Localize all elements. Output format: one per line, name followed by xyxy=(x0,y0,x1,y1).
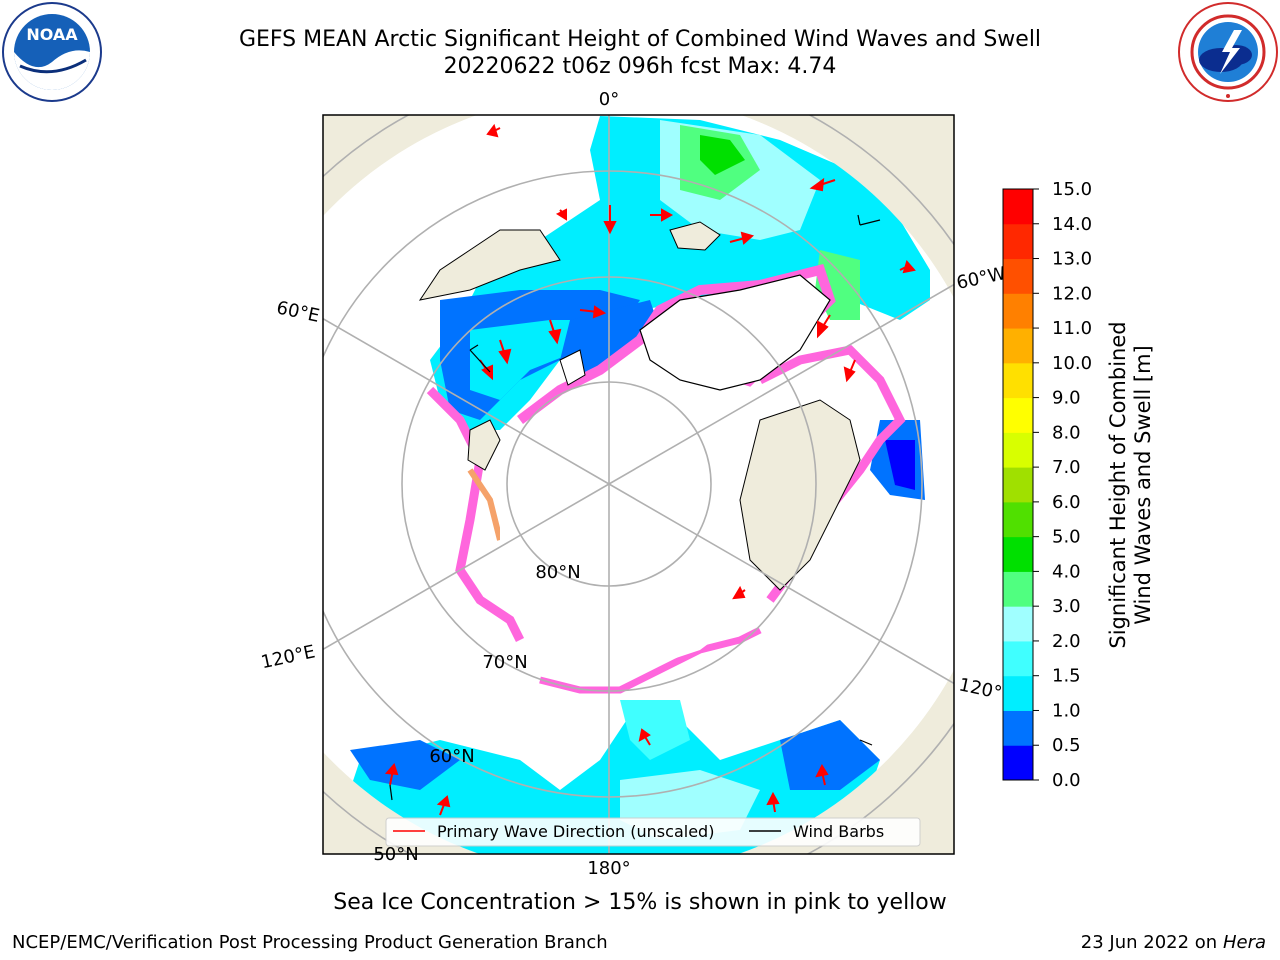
greenland-land xyxy=(639,274,831,391)
colorbar-tick-label: 14.0 xyxy=(1052,214,1092,235)
colorbar-tick-label: 9.0 xyxy=(1052,388,1081,409)
noaa-logo: NOAA xyxy=(2,2,102,102)
wave-direction-arrows xyxy=(384,123,916,816)
svalbard-land xyxy=(559,349,586,386)
legend-primary-wave-label: Primary Wave Direction (unscaled) xyxy=(437,822,714,841)
wave-field-max-2 xyxy=(700,135,745,175)
colorbar-tick-label: 7.0 xyxy=(1052,457,1081,478)
colorbar-segment xyxy=(1003,571,1033,607)
colorbar-segment xyxy=(1003,293,1033,329)
colorbar-segment xyxy=(1003,501,1033,538)
scandinavia-land xyxy=(418,229,561,301)
wave-field-kara xyxy=(560,300,660,380)
chart-subtitle: 20220622 t06z 096h fcst Max: 4.74 xyxy=(443,54,837,79)
colorbar-segment xyxy=(1003,362,1033,399)
footer-host: Hera xyxy=(1222,932,1266,953)
colorbar-tick-label: 15.0 xyxy=(1052,179,1092,200)
novaya-zemlya-land xyxy=(467,419,501,471)
colorbar-segment xyxy=(1003,328,1033,364)
colorbar-tick-label: 8.0 xyxy=(1052,422,1081,443)
colorbar-tick-label: 2.0 xyxy=(1052,631,1081,652)
arctic-ice-pack xyxy=(500,370,790,670)
lat-label-70n: 70°N xyxy=(482,652,527,673)
nws-logo xyxy=(1178,2,1278,102)
colorbar-segment xyxy=(1003,606,1033,642)
wave-field-hudson-inner xyxy=(885,440,915,490)
lat-label-50n: 50°N xyxy=(373,844,418,865)
colorbar-tick-label: 0.5 xyxy=(1052,735,1081,756)
colorbar-segment xyxy=(1003,189,1033,225)
colorbar-segment xyxy=(1003,710,1033,746)
colorbar-frame xyxy=(1002,188,1034,781)
colorbar-tick-label: 13.0 xyxy=(1052,249,1092,270)
wind-barbs xyxy=(389,214,881,801)
footer-credit: NCEP/EMC/Verification Post Processing Pr… xyxy=(12,932,608,953)
graticule xyxy=(323,115,954,854)
colorbar-segment xyxy=(1003,467,1033,503)
colorbar-tick-label: 1.5 xyxy=(1052,666,1081,687)
colorbar-tick-label: 0.0 xyxy=(1052,770,1081,791)
sea-ice-edge-chukchi xyxy=(539,626,762,694)
colorbar-segment xyxy=(1003,432,1033,468)
footer-date: 23 Jun 2022 on Hera xyxy=(1081,932,1266,953)
colorbar-segment xyxy=(1003,536,1033,572)
colorbar-segments xyxy=(1003,189,1033,781)
footer-date-text: 23 Jun 2022 on xyxy=(1080,932,1218,953)
colorbar-label-line1: Significant Height of Combined xyxy=(1106,321,1130,648)
wave-field-gulf-alaska xyxy=(780,720,880,790)
lat-label-80n: 80°N xyxy=(535,562,580,583)
wave-field-bering xyxy=(620,700,690,760)
iceland-land xyxy=(669,221,721,251)
colorbar-tick-label: 5.0 xyxy=(1052,527,1081,548)
colorbar-tick-label: 1.0 xyxy=(1052,700,1081,721)
wave-field-okhotsk xyxy=(350,740,460,790)
colorbar-segment xyxy=(1003,397,1033,433)
lon-label-0: 0° xyxy=(599,89,619,110)
lat-label-60n: 60°N xyxy=(429,746,474,767)
chart-title: GEFS MEAN Arctic Significant Height of C… xyxy=(238,27,1042,52)
legend-wind-barbs-label: Wind Barbs xyxy=(793,822,884,841)
colorbar-label-line2: Wind Waves and Swell [m] xyxy=(1131,345,1155,625)
colorbar-tick-label: 4.0 xyxy=(1052,561,1081,582)
colorbar-segment xyxy=(1003,745,1033,781)
map-frame xyxy=(322,114,955,855)
colorbar-ticks: 0.0 0.5 1.0 1.5 2.0 3.0 4.0 5.0 6.0 7.0 8.0 9.0 10.0… xyxy=(1033,179,1092,791)
colorbar-segment xyxy=(1003,223,1033,260)
sea-ice-edge-siberia xyxy=(426,386,525,643)
sea-ice-caption: Sea Ice Concentration > 15% is shown in … xyxy=(333,890,947,915)
colorbar-tick-label: 3.0 xyxy=(1052,596,1081,617)
svg-text:NOAA: NOAA xyxy=(26,25,78,44)
colorbar-tick-label: 11.0 xyxy=(1052,318,1092,339)
canada-land xyxy=(739,399,861,591)
colorbar-segment xyxy=(1003,258,1033,294)
map-legend: Primary Wave Direction (unscaled) Wind B… xyxy=(385,817,921,847)
colorbar-segment xyxy=(1003,640,1033,677)
colorbar-tick-label: 10.0 xyxy=(1052,353,1092,374)
lon-label-180: 180° xyxy=(587,858,630,879)
colorbar-tick-label: 6.0 xyxy=(1052,492,1081,513)
colorbar-segment xyxy=(1003,675,1033,711)
colorbar-tick-label: 12.0 xyxy=(1052,283,1092,304)
sea-ice-edge-orange-1 xyxy=(467,468,503,541)
